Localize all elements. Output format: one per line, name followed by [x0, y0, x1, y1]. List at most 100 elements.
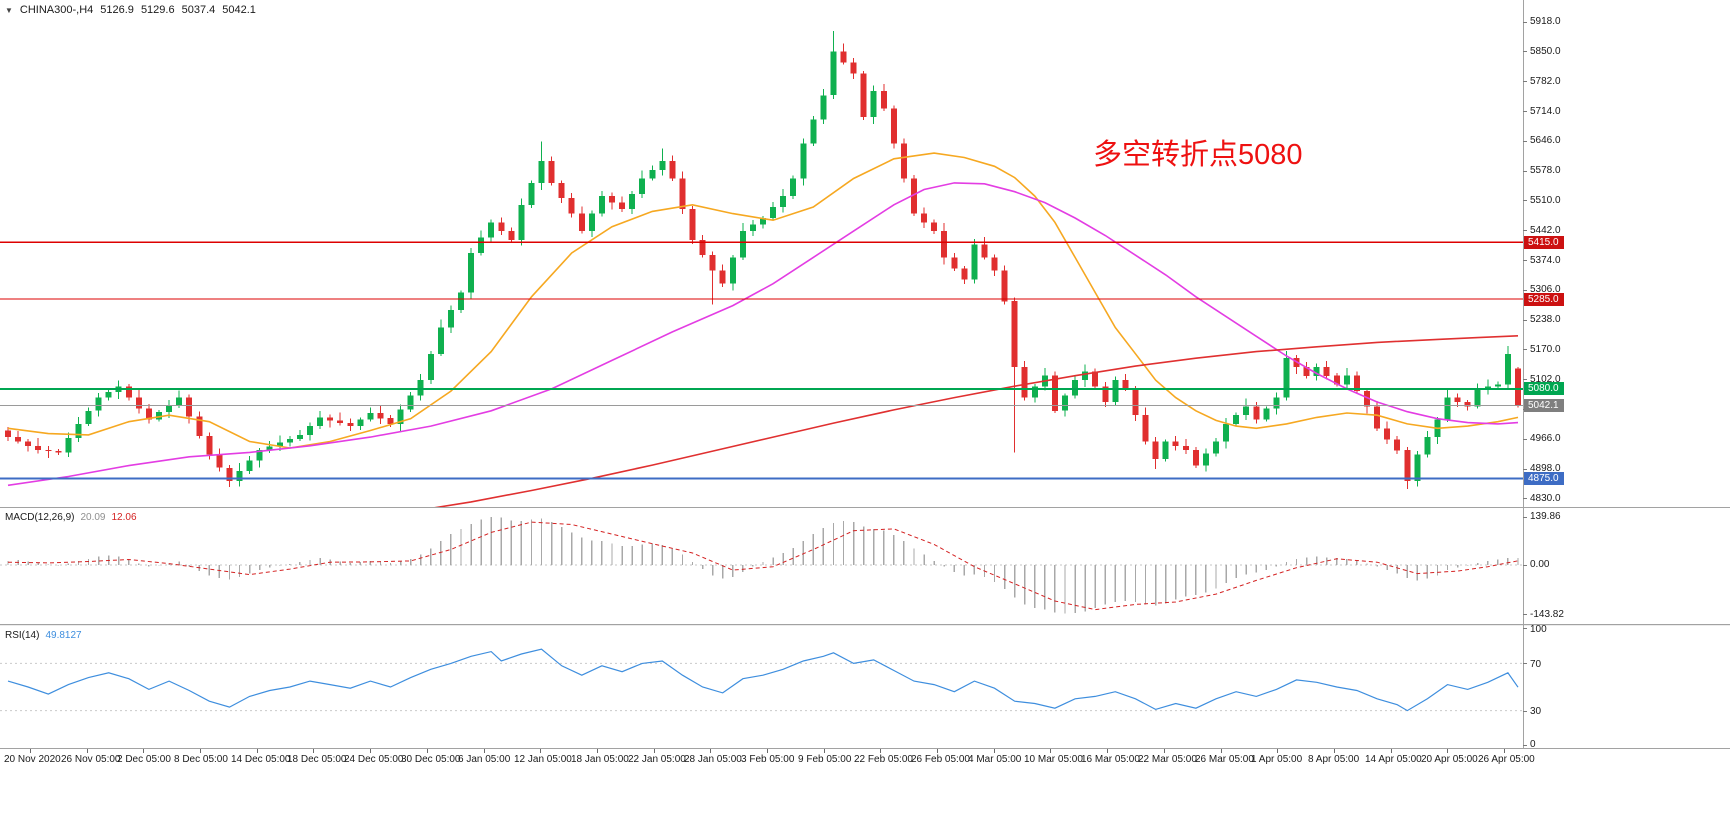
time-label: 26 Feb 05:00: [911, 754, 970, 765]
time-tick-mark: [1164, 749, 1165, 753]
time-label: 28 Jan 05:00: [684, 754, 742, 765]
price-tick-mark: [1523, 171, 1527, 172]
time-axis[interactable]: 20 Nov 2020 26 Nov 05:00 2 Dec 05:00 8 Dec …: [0, 748, 1730, 777]
candles-layer: [5, 30, 1521, 489]
price-tick-label: 5714.0: [1530, 106, 1561, 117]
rsi-canvas[interactable]: [0, 626, 1523, 748]
price-tick-mark: [1523, 290, 1527, 291]
ohlc-high: 5129.6: [140, 4, 175, 16]
price-tick-label: 4830.0: [1530, 493, 1561, 504]
time-label: 3 Feb 05:00: [741, 754, 795, 765]
chart-annotation[interactable]: 多空转折点5080: [1093, 139, 1303, 171]
time-label: 18 Jan 05:00: [571, 754, 629, 765]
time-label: 10 Mar 05:00: [1024, 754, 1083, 765]
rsi-tick-mark: [1523, 628, 1527, 629]
time-label: 20 Apr 05:00: [1421, 754, 1478, 765]
macd-histogram: [7, 516, 1519, 614]
price-tick-label: 4898.0: [1530, 463, 1561, 474]
time-label: 6 Jan 05:00: [458, 754, 511, 765]
rsi-tick-mark: [1523, 663, 1527, 664]
ma-fast-line: [7, 152, 1519, 449]
rsi-tick-label: 70: [1530, 659, 1542, 670]
time-label: 9 Feb 05:00: [798, 754, 852, 765]
macd-signal-line: [7, 521, 1519, 611]
price-tick-label: 5306.0: [1530, 284, 1561, 295]
time-tick-mark: [710, 749, 711, 753]
time-tick-mark: [30, 749, 31, 753]
macd-name: MACD(12,26,9): [5, 512, 75, 523]
time-label: 18 Dec 05:00: [287, 754, 347, 765]
time-label: 2 Dec 05:00: [117, 754, 171, 765]
macd-tick-mark: [1523, 614, 1527, 615]
price-tick-mark: [1523, 111, 1527, 112]
time-label: 16 Mar 05:00: [1081, 754, 1140, 765]
macd-tick-mark: [1523, 517, 1527, 518]
time-label: 22 Mar 05:00: [1138, 754, 1197, 765]
price-tick-label: 5918.0: [1530, 16, 1561, 27]
rsi-tick-mark: [1523, 711, 1527, 712]
price-tick-mark: [1523, 51, 1527, 52]
price-tick-mark: [1523, 22, 1527, 23]
price-axis[interactable]: 5918.0 5850.0 5782.0 5714.0 5646.0 5578.0 5510…: [1523, 0, 1730, 748]
price-tick-label: 5374.0: [1530, 255, 1561, 266]
macd-tick-mark: [1523, 565, 1527, 566]
price-tick-mark: [1523, 379, 1527, 380]
time-label: 26 Mar 05:00: [1195, 754, 1254, 765]
macd-canvas[interactable]: [0, 508, 1523, 624]
panel-splitter[interactable]: [0, 624, 1730, 625]
time-label: 24 Dec 05:00: [344, 754, 404, 765]
ohlc-low: 5037.4: [181, 4, 216, 16]
chart-header: ▼ CHINA300-,H4 5126.9 5129.6 5037.4 5042…: [5, 4, 256, 16]
time-label: 30 Dec 05:00: [401, 754, 461, 765]
macd-value-signal: 12.06: [111, 512, 137, 523]
time-label: 22 Feb 05:00: [854, 754, 913, 765]
panel-splitter-highlight: [0, 625, 1730, 626]
time-tick-mark: [484, 749, 485, 753]
price-tick-label: 5782.0: [1530, 76, 1561, 87]
time-label: 8 Dec 05:00: [174, 754, 228, 765]
price-tick-mark: [1523, 349, 1527, 350]
ohlc-open: 5126.9: [100, 4, 134, 16]
price-tick-mark: [1523, 469, 1527, 470]
time-tick-mark: [880, 749, 881, 753]
time-label: 14 Apr 05:00: [1365, 754, 1422, 765]
price-tick-label: 5578.0: [1530, 165, 1561, 176]
time-tick-mark: [540, 749, 541, 753]
time-label: 4 Mar 05:00: [968, 754, 1022, 765]
macd-tick-label: 0.00: [1530, 559, 1550, 570]
price-tick-mark: [1523, 260, 1527, 261]
panel-splitter[interactable]: [0, 507, 1730, 508]
price-badge: 5080.0: [1524, 382, 1564, 395]
price-badge: 4875.0: [1524, 472, 1564, 485]
macd-tick-label: -143.82: [1530, 609, 1564, 620]
price-tick-mark: [1523, 230, 1527, 231]
price-tick-label: 5170.0: [1530, 344, 1561, 355]
time-tick-mark: [257, 749, 258, 753]
rsi-name: RSI(14): [5, 630, 40, 641]
time-tick-mark: [1391, 749, 1392, 753]
rsi-tick-label: 100: [1530, 624, 1547, 635]
time-label: 26 Nov 05:00: [61, 754, 121, 765]
ohlc-close: 5042.1: [222, 4, 256, 16]
macd-label: MACD(12,26,9) 20.09 12.06: [5, 512, 137, 523]
symbol-dropdown-icon[interactable]: ▼: [5, 5, 13, 15]
time-label: 8 Apr 05:00: [1308, 754, 1360, 765]
price-tick-label: 5442.0: [1530, 225, 1561, 236]
rsi-tick-label: 0: [1530, 739, 1536, 750]
time-tick-mark: [1221, 749, 1222, 753]
ma-slow-line: [434, 335, 1519, 507]
time-tick-mark: [1447, 749, 1448, 753]
price-tick-label: 5850.0: [1530, 46, 1561, 57]
rsi-tick-label: 30: [1530, 706, 1542, 717]
time-tick-mark: [1277, 749, 1278, 753]
time-tick-mark: [937, 749, 938, 753]
time-tick-mark: [767, 749, 768, 753]
time-label: 22 Jan 05:00: [628, 754, 686, 765]
price-tick-label: 5102.0: [1530, 374, 1561, 385]
main-chart-canvas[interactable]: [0, 0, 1523, 507]
price-tick-mark: [1523, 141, 1527, 142]
time-label: 14 Dec 05:00: [231, 754, 291, 765]
ma-mid-line: [7, 182, 1519, 487]
axis-divider: [1523, 0, 1524, 748]
